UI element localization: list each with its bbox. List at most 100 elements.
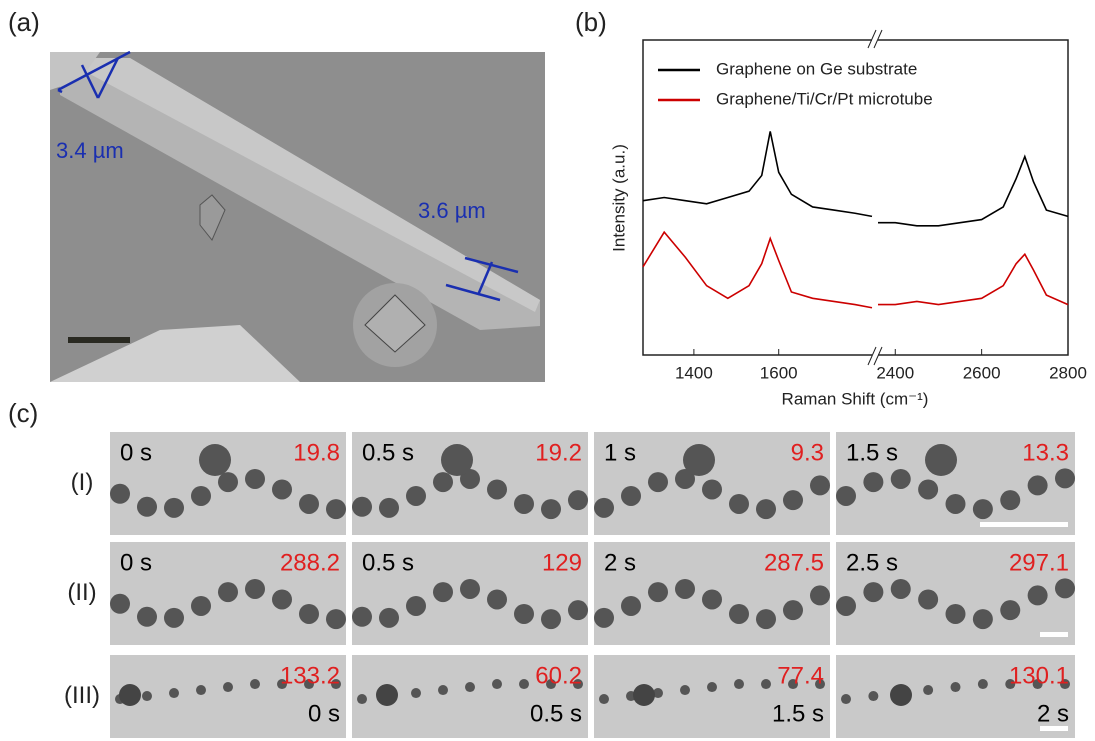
frame-time: 1.5 s <box>772 700 824 727</box>
frame-value: 130.1 <box>1009 662 1069 689</box>
particle <box>137 607 157 627</box>
frame-time: 2.5 s <box>846 549 898 576</box>
particle <box>648 582 668 602</box>
particle <box>137 497 157 517</box>
particle <box>406 596 426 616</box>
particle <box>729 494 749 514</box>
x-tick-label: 1400 <box>675 363 713 382</box>
particle <box>433 582 453 602</box>
frame-time: 0 s <box>120 549 152 576</box>
scale-bar <box>980 522 1068 527</box>
frame-value: 297.1 <box>1009 549 1069 576</box>
particle <box>487 589 507 609</box>
figure: (a) 3.4 µm 3.6 µm (b) Raman Shift (cm⁻¹)… <box>0 0 1095 741</box>
particle <box>978 679 988 689</box>
particle <box>918 589 938 609</box>
particle <box>272 589 292 609</box>
particle <box>465 682 475 692</box>
frame-time: 0.5 s <box>362 439 414 466</box>
particle <box>568 600 588 620</box>
particle <box>836 486 856 506</box>
frame-value: 288.2 <box>280 549 340 576</box>
particle <box>196 685 206 695</box>
particle <box>891 469 911 489</box>
particle <box>299 494 319 514</box>
particle <box>191 596 211 616</box>
particle <box>541 609 561 629</box>
series-line <box>643 232 1068 308</box>
panel-label: (b) <box>575 7 607 37</box>
x-tick-label: 2800 <box>1049 363 1087 382</box>
particle <box>621 596 641 616</box>
particle <box>707 682 717 692</box>
frame-value: 19.2 <box>535 439 582 466</box>
particle <box>890 684 912 706</box>
particle <box>352 607 372 627</box>
particle <box>376 684 398 706</box>
particle <box>868 691 878 701</box>
particle <box>326 609 346 629</box>
particle <box>863 582 883 602</box>
particle <box>357 694 367 704</box>
particle <box>1028 585 1048 605</box>
particle <box>621 486 641 506</box>
particle <box>648 472 668 492</box>
particle <box>460 579 480 599</box>
frame-value: 129 <box>542 549 582 576</box>
x-axis-label: Raman Shift (cm⁻¹) <box>782 389 929 408</box>
particle <box>352 497 372 517</box>
particle <box>946 494 966 514</box>
sem-image: 3.4 µm 3.6 µm <box>50 52 545 382</box>
particle <box>756 609 776 629</box>
particle <box>729 604 749 624</box>
particle <box>568 490 588 510</box>
particle <box>441 444 473 476</box>
particle <box>379 498 399 518</box>
particle <box>411 688 421 698</box>
particle <box>218 472 238 492</box>
scale-bar <box>1040 632 1068 637</box>
particle <box>164 608 184 628</box>
particle <box>946 604 966 624</box>
particle <box>1028 475 1048 495</box>
particle <box>119 684 141 706</box>
particle <box>164 498 184 518</box>
frame-value: 133.2 <box>280 662 340 689</box>
particle <box>891 579 911 599</box>
row-label: (I) <box>71 469 94 496</box>
particle <box>245 469 265 489</box>
particle <box>199 444 231 476</box>
particle <box>925 444 957 476</box>
particle <box>810 475 830 495</box>
annotation: 3.6 µm <box>418 198 486 223</box>
particle <box>633 684 655 706</box>
scale-bar <box>1040 726 1068 731</box>
frame-time: 1 s <box>604 439 636 466</box>
particle <box>973 609 993 629</box>
particle <box>594 608 614 628</box>
particle <box>272 479 292 499</box>
particle <box>438 685 448 695</box>
particle <box>783 490 803 510</box>
legend-label: Graphene/Ti/Cr/Pt microtube <box>716 89 933 108</box>
frame-value: 77.4 <box>777 662 824 689</box>
particle <box>734 679 744 689</box>
y-axis-label: Intensity (a.u.) <box>609 144 628 252</box>
particle <box>492 679 502 689</box>
particle <box>923 685 933 695</box>
particle <box>514 604 534 624</box>
frame-time: 0 s <box>120 439 152 466</box>
particle <box>223 682 233 692</box>
frame-time: 2 s <box>604 549 636 576</box>
particle <box>245 579 265 599</box>
frame-time: 0 s <box>308 700 340 727</box>
series-line <box>643 131 1068 226</box>
particle <box>514 494 534 514</box>
particle <box>142 691 152 701</box>
particle <box>191 486 211 506</box>
particle <box>541 499 561 519</box>
particle <box>783 600 803 620</box>
x-tick-label: 1600 <box>760 363 798 382</box>
particle <box>299 604 319 624</box>
row-label: (II) <box>67 579 96 606</box>
